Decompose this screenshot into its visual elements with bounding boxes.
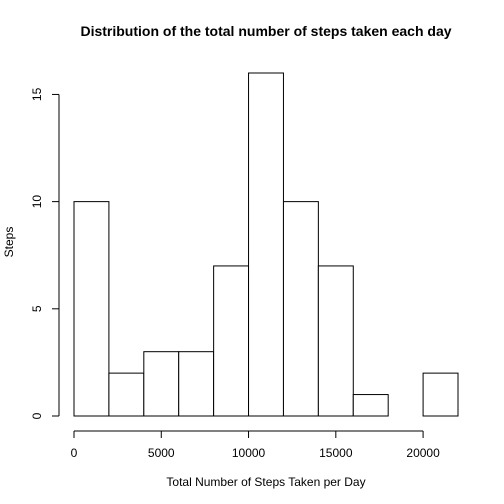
- x-tick-label: 10000: [232, 446, 266, 460]
- histogram-bar: [213, 265, 250, 417]
- bars-group: [73, 72, 459, 417]
- y-tick-label: 5: [30, 305, 44, 312]
- y-tick-label: 0: [30, 412, 44, 419]
- histogram-bar: [178, 351, 215, 417]
- x-tick-label: 0: [71, 446, 78, 460]
- y-axis-label: Steps: [2, 227, 16, 258]
- histogram-bar: [282, 201, 319, 417]
- y-tick-label: 10: [30, 195, 44, 209]
- histogram-bar: [108, 372, 145, 417]
- histogram-bar: [73, 201, 110, 417]
- x-tick-label: 5000: [148, 446, 175, 460]
- histogram-bar: [143, 351, 180, 417]
- y-axis: 0 5 10 15: [30, 87, 60, 419]
- x-axis: 0 5000 10000 15000 20000: [71, 430, 440, 460]
- x-tick-label: 15000: [319, 446, 353, 460]
- histogram-bar: [352, 394, 389, 417]
- chart-title: Distribution of the total number of step…: [80, 23, 451, 39]
- y-tick-label: 15: [30, 87, 44, 101]
- x-axis-label: Total Number of Steps Taken per Day: [166, 475, 365, 489]
- histogram-bar: [422, 372, 459, 417]
- histogram-bar: [248, 72, 284, 417]
- x-tick-label: 20000: [406, 446, 440, 460]
- histogram-bar: [317, 265, 354, 417]
